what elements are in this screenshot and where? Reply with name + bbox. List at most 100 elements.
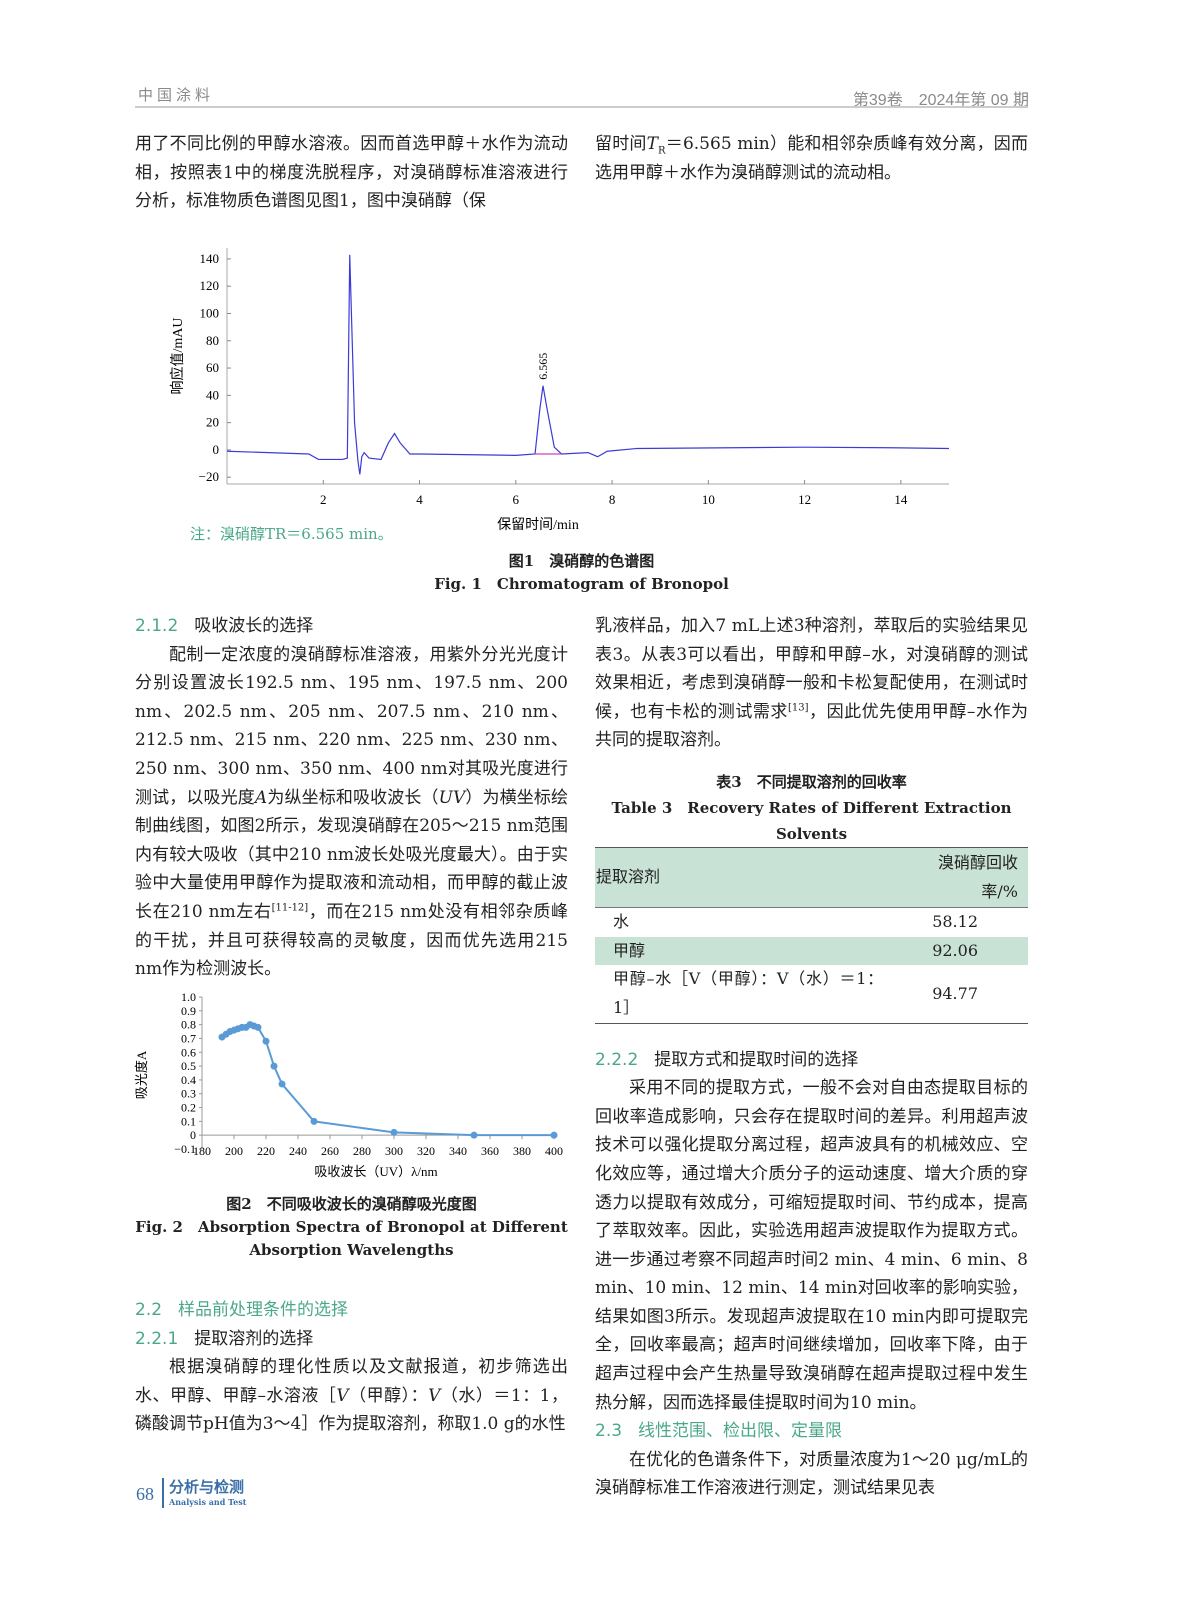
y-tick-label: 100 bbox=[200, 305, 220, 320]
table-row: 甲醇–水［V（甲醇）：V（水）＝1：1］ 94.77 bbox=[595, 965, 1028, 1024]
figure-2-caption: 图2 不同吸收波长的溴硝醇吸光度图 Fig. 2 Absorption Spec… bbox=[135, 1193, 568, 1262]
section-number: 2.2 bbox=[135, 1300, 163, 1320]
x-tick-label: 12 bbox=[798, 492, 811, 507]
x-tick-label: 14 bbox=[894, 492, 908, 507]
text-segment: 根据溴硝醇的理化性质以及文献报道，初步筛选出水、甲醇、甲醇–水溶液［ bbox=[135, 1357, 568, 1406]
y-tick-label: 0 bbox=[190, 1128, 196, 1142]
text-segment: 乳液样品，加入7 mL上述3种溶剂，萃取后的实验结果见表3。从表3可以看出，甲醇… bbox=[595, 616, 1028, 722]
text-segment: 为纵坐标和吸收波长（ bbox=[267, 787, 439, 808]
section-number: 2.1.2 bbox=[135, 616, 179, 636]
y-tick-label: 60 bbox=[206, 360, 219, 375]
y-tick-label: 80 bbox=[206, 333, 219, 348]
table-row: 水 58.12 bbox=[595, 908, 1028, 937]
text-segment: 用了不同比例的甲醇水溶液。因而首选甲醇＋水作为流动相，按照表1中的梯度洗脱程序，… bbox=[135, 134, 568, 212]
section-title: 提取方式和提取时间的选择 bbox=[654, 1049, 859, 1070]
caption-cn: 图1 溴硝醇的色谱图 bbox=[508, 552, 655, 570]
text-segment: [13] bbox=[787, 702, 809, 714]
absorption-spectrum-chart: 180 200 220 240 260 280 300 320 340 360 380 4001.00… bbox=[134, 990, 563, 1179]
paragraph: 配制一定浓度的溴硝醇标准溶液，用紫外分光光度计分别设置波长192.5 nm、19… bbox=[135, 641, 568, 984]
table-title-cn: 表3 不同提取溶剂的回收率 bbox=[716, 772, 907, 791]
text-segment: [11-12] bbox=[271, 902, 309, 914]
y-tick-label: 0.6 bbox=[181, 1045, 196, 1059]
data-point bbox=[310, 1117, 318, 1125]
text-segment: 采用不同的提取方式，一般不会对自由态提取目标的回收率造成影响，只会存在提取时间的… bbox=[595, 1078, 1028, 1413]
x-axis-label: 吸收波长（UV）λ/nm bbox=[314, 1164, 437, 1179]
x-tick-label: 6 bbox=[513, 492, 520, 507]
y-tick-label: 1.0 bbox=[181, 990, 196, 1004]
y-tick-label: 0 bbox=[213, 442, 220, 457]
x-tick-label: 340 bbox=[449, 1144, 467, 1158]
y-tick-label: 40 bbox=[206, 387, 219, 402]
table-title-en: Table 3 Recovery Rates of Different Extr… bbox=[611, 798, 1012, 843]
issue-info: 第39卷 2024年第 09 期 bbox=[852, 92, 1029, 109]
paragraph: 在优化的色谱条件下，对质量浓度为1～20 μg/mL的溴硝醇标准工作溶液进行测定… bbox=[595, 1446, 1028, 1503]
caption-en: Absorption Wavelengths bbox=[249, 1241, 454, 1259]
y-tick-label: 140 bbox=[200, 251, 220, 266]
section-number: 2.3 bbox=[595, 1421, 623, 1442]
cell: 94.77 bbox=[901, 965, 1028, 1024]
x-tick-label: 320 bbox=[417, 1144, 435, 1158]
caption-en: Fig. 2 Absorption Spectra of Bronopol at… bbox=[135, 1218, 568, 1236]
data-point bbox=[470, 1131, 478, 1139]
cell: 水 bbox=[613, 912, 630, 932]
footer-section-en: Analysis and Test bbox=[169, 1497, 247, 1507]
y-tick-label: 0.4 bbox=[181, 1073, 196, 1087]
y-axis-label: 响应值/mAU bbox=[169, 318, 186, 395]
right-column: 乳液样品，加入7 mL上述3种溶剂，萃取后的实验结果见表3。从表3可以看出，甲醇… bbox=[595, 612, 1028, 1503]
spectrum-line bbox=[221, 1023, 554, 1137]
section-heading-2-3: 2.3 线性范围、检出限、定量限 bbox=[595, 1417, 1028, 1446]
cell: 58.12 bbox=[932, 912, 978, 932]
section-heading-2-2-1: 2.2.1 提取溶剂的选择 bbox=[135, 1325, 568, 1354]
figure-note: 注：溴硝醇TR＝6.565 min。 bbox=[190, 525, 393, 543]
data-point bbox=[262, 1037, 270, 1045]
cell: 92.06 bbox=[901, 936, 1028, 966]
caption-en: Fig. 1 Chromatogram of Bronopol bbox=[434, 575, 729, 593]
cell: 甲醇–水［V（甲醇）：V（水）＝1：1］ bbox=[595, 965, 902, 1024]
paragraph: 留时间TR＝6.565 min）能和相邻杂质峰有效分离，因而选用甲醇＋水作为溴硝… bbox=[595, 130, 1028, 187]
chromatogram-chart: 2 4 6 8 10 12 14 140 120 100 80 60 40 20 0 −20 6.565 响应值/… bbox=[169, 248, 950, 533]
section-title: 提取溶剂的选择 bbox=[194, 1328, 314, 1349]
y-tick-label: 120 bbox=[200, 278, 220, 293]
y-tick-label: 0.2 bbox=[181, 1101, 196, 1115]
x-tick-label: 8 bbox=[609, 492, 616, 507]
x-tick-label: 400 bbox=[545, 1144, 563, 1158]
section-heading-2-1-2: 2.1.2 吸收波长的选择 bbox=[135, 612, 568, 641]
x-tick-label: 2 bbox=[320, 492, 327, 507]
text-segment: R bbox=[658, 145, 666, 157]
section-number: 2.2.2 bbox=[595, 1049, 639, 1070]
text-segment: ）为横坐标绘制曲线图，如图2所示，发现溴硝醇在205～215 nm范围内有较大吸… bbox=[135, 787, 569, 922]
data-point bbox=[390, 1128, 398, 1136]
text-segment: ，而在215 nm处没有相邻杂质峰的干扰，并且可获得较高的灵敏度，因而优先选用2… bbox=[135, 901, 569, 980]
y-tick-label: −20 bbox=[199, 469, 219, 484]
x-tick-label: 300 bbox=[385, 1144, 403, 1158]
journal-name: 中国涂料 bbox=[138, 86, 215, 104]
y-axis-label: 吸光度A bbox=[134, 1050, 149, 1099]
paragraph: 采用不同的提取方式，一般不会对自由态提取目标的回收率造成影响，只会存在提取时间的… bbox=[595, 1074, 1028, 1417]
paragraph: 用了不同比例的甲醇水溶液。因而首选甲醇＋水作为流动相，按照表1中的梯度洗脱程序，… bbox=[135, 130, 568, 216]
table-3-title: 表3 不同提取溶剂的回收率 Table 3 Recovery Rates of … bbox=[595, 769, 1028, 847]
data-point bbox=[278, 1080, 286, 1088]
y-tick-label: 0.1 bbox=[181, 1114, 196, 1128]
left-column-bottom: 2.2 样品前处理条件的选择 2.2.1 提取溶剂的选择 根据溴硝醇的理化性质以及文… bbox=[135, 1296, 568, 1439]
table-row: 甲醇 92.06 bbox=[595, 936, 1028, 966]
data-point bbox=[270, 1062, 278, 1070]
y-tick-label: 0.3 bbox=[181, 1087, 196, 1101]
section-heading-2-2-2: 2.2.2 提取方式和提取时间的选择 bbox=[595, 1046, 1028, 1075]
x-axis-label: 保留时间/min bbox=[497, 517, 579, 533]
data-point bbox=[254, 1023, 262, 1031]
section-number: 2.2.1 bbox=[135, 1328, 179, 1349]
text-segment: UV bbox=[438, 787, 466, 808]
left-column-mid: 2.1.2 吸收波长的选择 配制一定浓度的溴硝醇标准溶液，用紫外分光光度计分别设置… bbox=[135, 612, 568, 984]
column-header: 溴硝醇回收率/% bbox=[901, 846, 1028, 909]
header-divider bbox=[135, 106, 1028, 108]
y-tick-label: 0.8 bbox=[181, 1018, 196, 1032]
x-tick-label: 240 bbox=[289, 1144, 307, 1158]
x-tick-label: 260 bbox=[321, 1144, 339, 1158]
peak-label: 6.565 bbox=[536, 353, 550, 380]
text-segment: ＝6.565 min）能和相邻杂质峰有效分离，因而选用甲醇＋水作为溴硝醇测试的流… bbox=[595, 134, 1029, 183]
text-segment: T bbox=[646, 134, 658, 154]
y-tick-label: 0.5 bbox=[181, 1059, 196, 1073]
paragraph: 乳液样品，加入7 mL上述3种溶剂，萃取后的实验结果见表3。从表3可以看出，甲醇… bbox=[595, 612, 1028, 755]
text-segment: （水）＝1：1，磷酸调节pH值为3～4］作为提取溶剂，称取1.0 g的水性 bbox=[135, 1385, 568, 1435]
